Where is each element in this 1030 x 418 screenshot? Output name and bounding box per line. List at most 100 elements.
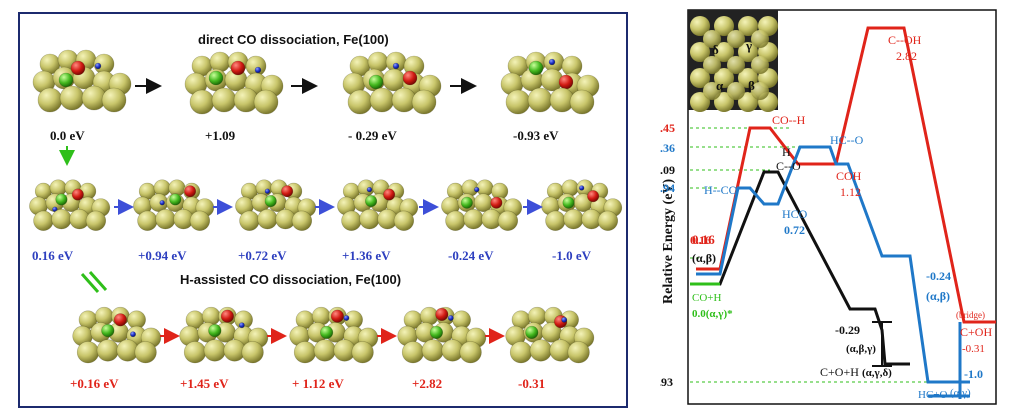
fe-atom <box>189 89 215 115</box>
inset-fe-atom-second-layer <box>751 82 769 100</box>
state-co-h-site: 0.0(α,γ)* <box>692 308 733 320</box>
state-c-oh-final: C+OH <box>960 325 992 339</box>
c-atom <box>429 325 444 340</box>
inset-fe-atom-second-layer <box>703 56 721 74</box>
fe-atom <box>545 210 566 231</box>
state-m024-site: (α,β) <box>926 289 950 303</box>
fe-atom <box>134 341 157 364</box>
c-atom <box>58 72 74 88</box>
state-coh-val: 1.12 <box>840 185 861 199</box>
o-atom <box>490 196 503 209</box>
h-atom <box>473 186 480 193</box>
inset-fe-atom <box>714 68 734 88</box>
fe-atom <box>497 210 519 231</box>
direct-energy-4: -0.93 eV <box>513 128 559 143</box>
inset-label-delta: δ <box>712 42 719 57</box>
fe-atom <box>203 339 226 362</box>
h-atom <box>52 206 58 213</box>
state-c-o-h: C+O+H <box>820 365 859 379</box>
fe-atom <box>473 193 493 213</box>
o-atom <box>435 307 449 322</box>
inset-fe-atom <box>690 92 710 112</box>
direct-energy-3: - 0.29 eV <box>348 128 397 143</box>
fe-atom <box>33 210 54 231</box>
tick-1-09: 1.09 <box>660 163 675 177</box>
h-atom <box>159 199 165 206</box>
fe-atom <box>359 208 380 230</box>
direct-energy-1: 0.0 eV <box>50 128 85 143</box>
inset-fe-atom-second-layer <box>727 82 745 100</box>
state-m024: -0.24 <box>926 269 951 283</box>
inset-fe-atom <box>738 92 758 112</box>
fe-atom <box>293 341 317 364</box>
fe-atom <box>311 306 331 326</box>
fe-atom <box>211 87 237 113</box>
state-c-oh-final-val: -0.31 <box>962 343 985 355</box>
fe-atom <box>209 51 231 73</box>
state-hco-val: 0.72 <box>784 223 805 237</box>
inset-fe-atom-second-layer <box>751 30 769 48</box>
h-atom <box>264 188 271 194</box>
h-atom <box>578 185 585 191</box>
c-atom <box>368 74 384 90</box>
fe-atom <box>49 179 67 197</box>
fe-atom <box>401 341 425 364</box>
red-energy-4: +2.82 <box>412 376 443 391</box>
h-atom <box>548 58 556 66</box>
inset-fe-atom <box>690 16 710 36</box>
state-co-h: CO+H <box>692 292 721 304</box>
c-atom <box>169 193 182 206</box>
c-atom <box>55 193 68 206</box>
equal-sign-green <box>80 273 100 293</box>
fe-atom <box>291 210 313 231</box>
o-atom <box>281 185 294 198</box>
fe-atom <box>253 89 279 115</box>
fe-atom <box>59 85 85 111</box>
state-m029: -0.29 <box>835 323 860 337</box>
state-bridge: (bridge) <box>956 310 985 320</box>
state-c-oh-val: 2.82 <box>896 49 917 63</box>
fe-atom <box>257 208 278 230</box>
o-atom <box>71 188 84 201</box>
c-atom <box>562 196 575 209</box>
o-atom <box>587 190 600 203</box>
blue-energy-3: +0.72 eV <box>238 248 287 263</box>
fe-atom <box>155 208 176 230</box>
h-atom <box>561 316 568 323</box>
inset-fe-atom-second-layer <box>703 82 721 100</box>
tick-1-36: 1.36 <box>660 141 675 155</box>
fe-atom <box>341 210 362 231</box>
fe-atom <box>382 68 406 92</box>
inset-fe-atom-second-layer <box>727 30 745 48</box>
red-energy-5: -0.31 <box>518 376 546 391</box>
fe-atom <box>597 210 619 231</box>
h-atom <box>130 331 137 338</box>
fe-atom <box>445 210 466 231</box>
inset-fe-atom-second-layer <box>703 30 721 48</box>
fe-atom <box>101 87 127 113</box>
state-016-site: (α,β) <box>692 251 716 265</box>
inset-fe-atom-second-layer <box>751 56 769 74</box>
c-atom <box>528 60 544 76</box>
inset-fe-atom <box>738 16 758 36</box>
fe-atom <box>51 208 72 230</box>
o-atom <box>183 185 197 198</box>
fe-atom <box>96 339 119 362</box>
fe-atom <box>94 306 114 326</box>
inset-fe-atom <box>690 42 710 62</box>
equal-sign-green-2 <box>88 271 108 291</box>
h-atom <box>366 186 373 193</box>
fe-atom <box>411 89 437 115</box>
path-blue <box>696 145 970 384</box>
h-atom <box>94 62 102 70</box>
c-atom <box>264 195 277 208</box>
state-hc-o: HC--O <box>830 133 864 147</box>
red-energy-2: +1.45 eV <box>180 376 229 391</box>
surface-inset: δ γ α β <box>688 10 778 112</box>
state-m029-site: (α,β,γ) <box>846 343 876 355</box>
fe-atom <box>347 89 373 115</box>
inset-fe-atom <box>690 68 710 88</box>
fe-atom <box>463 208 484 230</box>
fe-atom <box>255 179 273 197</box>
o-atom <box>230 60 246 76</box>
